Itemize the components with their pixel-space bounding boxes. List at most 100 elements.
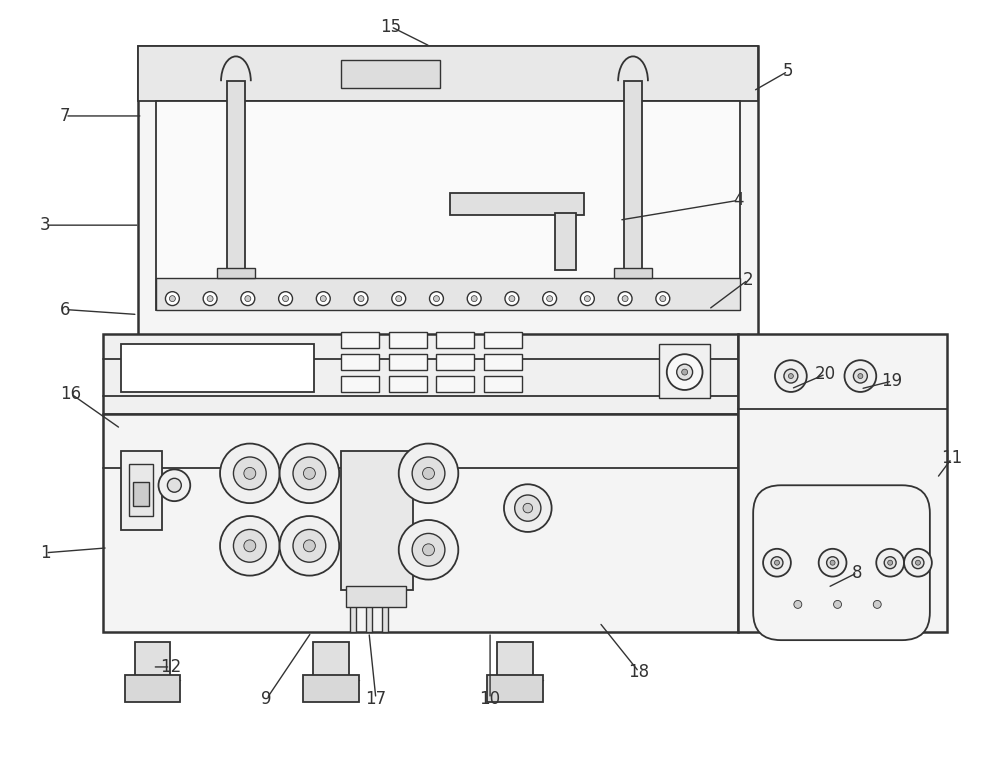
Bar bbox=[382, 590, 388, 632]
Bar bbox=[738, 335, 947, 632]
Bar bbox=[389, 355, 427, 370]
Circle shape bbox=[293, 457, 326, 490]
Bar bbox=[313, 642, 349, 677]
Circle shape bbox=[233, 457, 266, 490]
Circle shape bbox=[834, 601, 842, 608]
Circle shape bbox=[509, 295, 515, 301]
Bar bbox=[497, 642, 533, 677]
Text: 5: 5 bbox=[783, 62, 793, 80]
Bar bbox=[125, 675, 180, 701]
Circle shape bbox=[167, 478, 181, 492]
Circle shape bbox=[293, 529, 326, 562]
Text: 2: 2 bbox=[743, 271, 754, 289]
Circle shape bbox=[392, 291, 406, 305]
Bar bbox=[366, 590, 372, 632]
Bar bbox=[389, 332, 427, 348]
Circle shape bbox=[220, 444, 280, 503]
Circle shape bbox=[844, 360, 876, 392]
Bar bbox=[103, 414, 738, 632]
Bar bbox=[346, 585, 406, 608]
Circle shape bbox=[775, 561, 779, 565]
Circle shape bbox=[794, 601, 802, 608]
Circle shape bbox=[399, 520, 458, 580]
Bar bbox=[103, 335, 738, 414]
Text: 1: 1 bbox=[40, 544, 51, 562]
Circle shape bbox=[888, 561, 893, 565]
Circle shape bbox=[244, 540, 256, 552]
Bar bbox=[341, 355, 379, 370]
Bar bbox=[121, 451, 162, 530]
Bar bbox=[341, 60, 440, 88]
Circle shape bbox=[580, 291, 594, 305]
Circle shape bbox=[433, 295, 439, 301]
Bar bbox=[341, 332, 379, 348]
Text: 15: 15 bbox=[380, 18, 401, 35]
Bar bbox=[487, 675, 543, 701]
Text: 12: 12 bbox=[160, 658, 181, 676]
Circle shape bbox=[876, 549, 904, 577]
Circle shape bbox=[505, 291, 519, 305]
Circle shape bbox=[283, 295, 289, 301]
Text: 10: 10 bbox=[480, 690, 501, 707]
Bar bbox=[133, 482, 149, 506]
Circle shape bbox=[279, 291, 293, 305]
Bar bbox=[156, 278, 740, 310]
Circle shape bbox=[471, 295, 477, 301]
Bar bbox=[614, 268, 652, 278]
Circle shape bbox=[412, 457, 445, 490]
Circle shape bbox=[788, 374, 793, 378]
Bar bbox=[389, 376, 427, 392]
Text: 16: 16 bbox=[61, 385, 82, 403]
Text: 8: 8 bbox=[852, 564, 863, 581]
Circle shape bbox=[504, 484, 552, 532]
Bar bbox=[303, 675, 359, 701]
Circle shape bbox=[523, 504, 533, 513]
Circle shape bbox=[784, 369, 798, 383]
Text: 19: 19 bbox=[882, 372, 903, 390]
Bar bbox=[156, 101, 740, 310]
Bar bbox=[138, 46, 758, 339]
Bar bbox=[436, 376, 474, 392]
Bar bbox=[217, 268, 255, 278]
Circle shape bbox=[771, 557, 783, 568]
Bar bbox=[484, 332, 522, 348]
Circle shape bbox=[412, 534, 445, 566]
Bar bbox=[436, 355, 474, 370]
Circle shape bbox=[884, 557, 896, 568]
Bar bbox=[624, 82, 642, 275]
Bar bbox=[138, 46, 758, 101]
Bar bbox=[341, 451, 413, 590]
Circle shape bbox=[241, 291, 255, 305]
Text: 7: 7 bbox=[60, 107, 70, 125]
Circle shape bbox=[682, 369, 688, 375]
FancyBboxPatch shape bbox=[753, 485, 930, 640]
Circle shape bbox=[303, 468, 315, 479]
Circle shape bbox=[622, 295, 628, 301]
Text: 3: 3 bbox=[40, 216, 51, 234]
Bar bbox=[121, 345, 314, 392]
Circle shape bbox=[853, 369, 867, 383]
Circle shape bbox=[320, 295, 326, 301]
Circle shape bbox=[316, 291, 330, 305]
Circle shape bbox=[515, 495, 541, 521]
Circle shape bbox=[165, 291, 179, 305]
Circle shape bbox=[819, 549, 846, 577]
Circle shape bbox=[543, 291, 557, 305]
Circle shape bbox=[207, 295, 213, 301]
Text: 11: 11 bbox=[941, 449, 962, 468]
Bar bbox=[135, 642, 170, 677]
Circle shape bbox=[618, 291, 632, 305]
Circle shape bbox=[912, 557, 924, 568]
Circle shape bbox=[677, 365, 693, 380]
Circle shape bbox=[203, 291, 217, 305]
Circle shape bbox=[169, 295, 175, 301]
Circle shape bbox=[858, 374, 863, 378]
Bar bbox=[450, 193, 584, 215]
Text: 18: 18 bbox=[628, 663, 650, 681]
Circle shape bbox=[584, 295, 590, 301]
Circle shape bbox=[423, 544, 434, 556]
Circle shape bbox=[396, 295, 402, 301]
Circle shape bbox=[763, 549, 791, 577]
Circle shape bbox=[547, 295, 553, 301]
Circle shape bbox=[430, 291, 443, 305]
